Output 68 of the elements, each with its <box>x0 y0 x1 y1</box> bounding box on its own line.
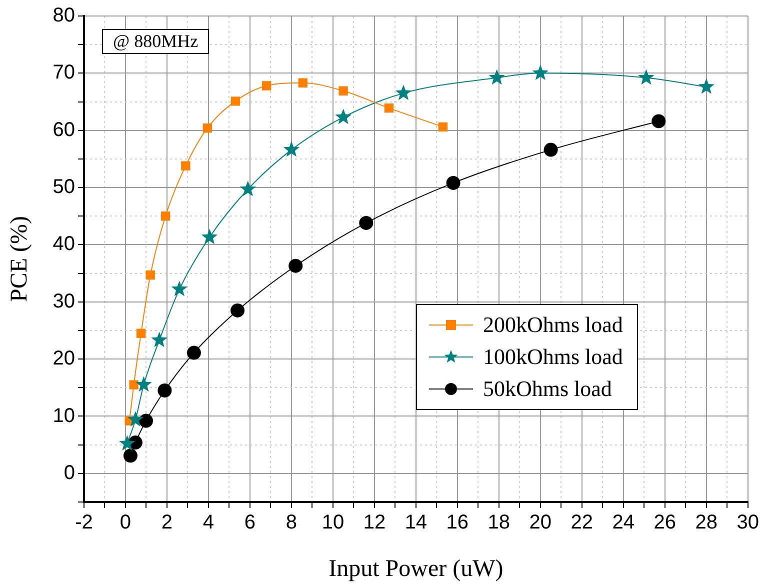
point <box>384 103 394 113</box>
point <box>181 161 190 170</box>
x-tick-label: 4 <box>202 512 214 534</box>
point <box>151 332 168 348</box>
x-tick-label: 28 <box>695 512 718 534</box>
point <box>488 69 505 85</box>
y-tick-label: 10 <box>52 404 75 427</box>
point <box>171 280 188 296</box>
x-tick-label: 26 <box>654 512 676 534</box>
x-axis-title: Input Power (uW) <box>328 556 504 582</box>
x-tick-label: 10 <box>322 512 344 534</box>
x-tick-label: 6 <box>244 512 256 534</box>
point <box>186 346 201 360</box>
point <box>136 328 146 338</box>
point <box>638 69 654 85</box>
point <box>123 448 138 463</box>
point <box>129 380 138 390</box>
point <box>158 384 172 398</box>
point <box>298 78 308 88</box>
point <box>136 376 152 392</box>
point <box>127 411 144 427</box>
y-tick-label: 20 <box>52 348 75 370</box>
x-tick-label: 14 <box>404 512 428 534</box>
y-tick-label: 70 <box>52 62 75 84</box>
point <box>438 122 448 132</box>
point <box>230 303 245 318</box>
x-tick-label: 24 <box>612 512 635 534</box>
point <box>395 84 412 100</box>
y-tick-label: 40 <box>52 233 75 256</box>
point <box>201 228 218 244</box>
point <box>139 414 154 428</box>
point <box>230 96 240 106</box>
x-tick-label: 20 <box>529 512 552 534</box>
annotation: @ 880MHz <box>102 29 210 54</box>
legend-label: 100kOhms load <box>482 344 623 370</box>
point <box>202 123 212 133</box>
point <box>532 64 548 80</box>
x-tick-label: 18 <box>488 512 510 534</box>
point <box>335 108 352 124</box>
x-tick-label: 22 <box>570 512 594 534</box>
x-tick-label: 2 <box>161 512 173 534</box>
x-tick-label: 12 <box>363 512 386 534</box>
legend-label: 50kOhms load <box>482 376 612 402</box>
x-tick-label: 8 <box>286 512 298 534</box>
y-tick-label: 30 <box>52 290 75 312</box>
y-tick-label: 50 <box>52 176 75 198</box>
point <box>698 78 714 94</box>
point <box>119 435 136 451</box>
y-axis-title: PCE (%) <box>6 216 33 302</box>
point <box>160 212 170 221</box>
x-tick-label: 30 <box>736 512 759 534</box>
x-tick-label: 16 <box>446 512 469 534</box>
x-tick-label: -2 <box>75 512 93 534</box>
y-tick-label: 60 <box>52 118 75 141</box>
point <box>240 180 256 196</box>
point <box>652 114 666 128</box>
point <box>446 176 460 190</box>
point <box>359 216 374 230</box>
point <box>338 86 348 96</box>
legend-label: 200kOhms load <box>482 312 623 338</box>
point <box>262 81 272 90</box>
point <box>288 258 303 273</box>
point <box>544 142 558 157</box>
x-tick-label: 0 <box>120 512 132 534</box>
y-tick-label: 80 <box>52 4 75 27</box>
point <box>283 141 300 157</box>
y-tick-label: 0 <box>64 462 75 484</box>
point <box>146 270 155 280</box>
